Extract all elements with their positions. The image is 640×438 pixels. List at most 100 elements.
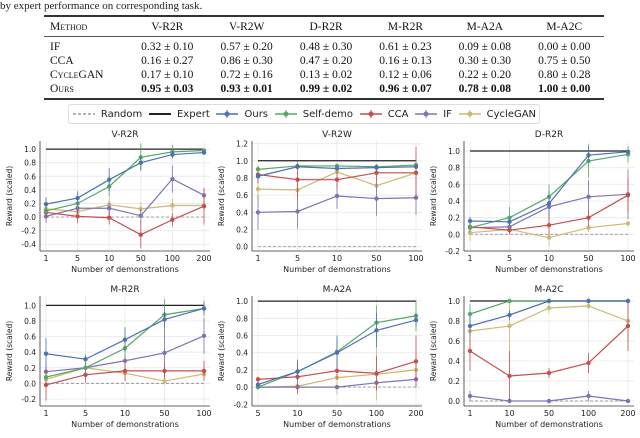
data-point	[295, 369, 300, 374]
data-point	[255, 174, 261, 179]
data-point	[138, 160, 143, 165]
x-tick-label: 5	[75, 254, 80, 263]
data-point	[546, 298, 552, 304]
chart-title: V-R2W	[322, 130, 352, 140]
y-tick-label: 0.2	[24, 199, 36, 208]
header-v-r2r: V-R2R	[127, 16, 207, 37]
data-point	[83, 372, 88, 377]
data-point	[295, 164, 300, 169]
score-cell: 0.75 ± 0.50	[538, 55, 591, 67]
data-point	[170, 203, 175, 208]
legend-swatch-icon	[415, 110, 438, 118]
y-axis-label: Reward (scaled)	[5, 321, 14, 381]
series-if	[43, 165, 207, 224]
x-tick-label: 50	[544, 409, 554, 418]
data-point	[201, 368, 207, 374]
header-m-a2c: M-A2C	[524, 16, 604, 37]
y-tick-label: 1.0	[448, 297, 460, 306]
score-cell: 0.86 ± 0.30	[220, 55, 273, 67]
chart-d-r2r: 1 5 10 50 100 -0.2 0.0 0.2 0.4 0.6 0.8 1.0 D-R2R Numb…	[424, 126, 639, 278]
y-tick-label: 0.8	[24, 159, 36, 168]
series-cca	[43, 187, 207, 249]
data-point	[255, 382, 261, 387]
header-method: Method	[44, 16, 128, 37]
chart-svg: 1 5 10 50 100 0.0 0.2 0.4 0.6 0.8 1.0 1.2 V-R2W Numbe…	[217, 130, 424, 274]
data-point	[507, 312, 512, 318]
data-point	[43, 201, 49, 207]
y-tick-label: 0.0	[24, 213, 36, 222]
legend-label: Ours	[244, 108, 269, 120]
x-tick-label: 5	[295, 254, 300, 263]
series-ours	[43, 303, 207, 370]
data-point	[295, 209, 300, 214]
legend-item: Expert	[148, 109, 210, 120]
data-point	[467, 230, 473, 235]
x-axis-label: Number of demonstrations	[283, 420, 391, 429]
score-cell: 0.95 ± 0.03	[141, 83, 194, 95]
x-tick-label: 200	[196, 254, 211, 263]
series-cca	[467, 301, 631, 401]
score-cell: 0.72 ± 0.16	[220, 69, 273, 81]
data-point	[586, 360, 591, 366]
series-line	[45, 178, 205, 217]
legend-label: CycleGAN	[486, 108, 537, 120]
data-point	[413, 164, 419, 169]
y-axis-label: Reward (scaled)	[5, 166, 14, 226]
y-tick-label: 0.4	[236, 208, 248, 217]
data-point	[107, 215, 112, 220]
y-tick-label: -0.4	[21, 240, 36, 249]
method-cell: Ours	[50, 83, 74, 95]
x-tick-label: 100	[581, 409, 596, 418]
legend-swatch-icon	[148, 113, 171, 115]
data-point	[138, 213, 143, 218]
table-header-row: Method V-R2R V-R2W D-R2R M-R2R M-A2A M-A…	[44, 16, 604, 37]
data-point	[374, 170, 379, 175]
header-d-r2r: D-R2R	[286, 16, 366, 37]
data-point	[467, 311, 473, 317]
data-point	[507, 373, 512, 379]
data-point	[334, 384, 340, 390]
header-m-r2r: M-R2R	[365, 16, 446, 37]
y-tick-label: 0.2	[236, 366, 248, 375]
y-tick-label: 0.8	[236, 174, 248, 183]
data-point	[255, 377, 261, 382]
y-tick-label: 0.8	[24, 317, 36, 326]
x-tick-label: 200	[620, 409, 635, 418]
data-point	[255, 210, 261, 215]
data-point	[374, 165, 379, 170]
data-point	[170, 152, 175, 157]
data-point	[122, 368, 128, 374]
x-tick-label: 10	[104, 254, 114, 263]
data-point	[625, 398, 631, 404]
data-point	[546, 222, 552, 228]
data-point	[413, 317, 419, 323]
data-point	[467, 218, 473, 224]
header-v-r2w: V-R2W	[206, 16, 287, 37]
series-cyclegan	[43, 198, 207, 216]
x-tick-label: 1	[467, 409, 472, 418]
score-cell: 0.61 ± 0.23	[379, 41, 432, 53]
method-cell: CycleGAN	[50, 69, 104, 81]
y-tick-label: 0.0	[236, 243, 248, 252]
data-point	[170, 217, 175, 222]
data-point	[162, 378, 167, 384]
legend-label: Random	[100, 108, 143, 120]
y-tick-label: -0.2	[233, 400, 248, 409]
y-axis-label: Reward (scaled)	[429, 321, 438, 381]
x-tick-label: 5	[255, 409, 260, 418]
legend-item: CCA	[359, 109, 409, 120]
chart-svg: 1 10 50 100 200 0.0 0.2 0.4 0.6 0.8 1.0 M-A2C Number…	[429, 285, 636, 429]
x-tick-label: 1	[467, 254, 472, 263]
legend-item: Ours	[215, 109, 268, 120]
data-point	[334, 193, 340, 199]
data-point	[546, 398, 552, 404]
y-tick-label: 1.0	[236, 157, 248, 166]
data-point	[75, 214, 80, 219]
score-cell: 0.32 ± 0.10	[141, 41, 194, 53]
data-point	[107, 206, 112, 211]
data-point	[586, 194, 591, 200]
data-point	[467, 225, 473, 230]
data-point	[625, 323, 631, 329]
data-point	[334, 350, 340, 355]
x-tick-label: 100	[408, 254, 423, 263]
